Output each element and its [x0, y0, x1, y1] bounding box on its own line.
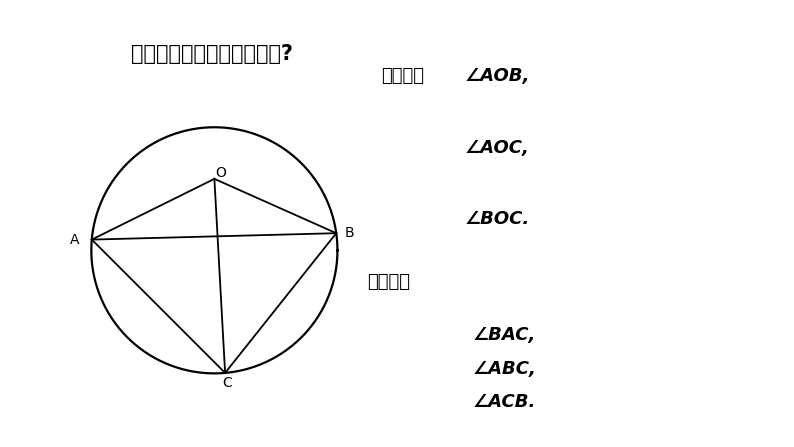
Text: ∠BAC,: ∠BAC, [472, 326, 536, 344]
Text: 圆周角：: 圆周角： [368, 273, 410, 291]
Text: O: O [215, 165, 226, 180]
Text: 指出图中的圆心角和圆周角?: 指出图中的圆心角和圆周角? [131, 44, 293, 63]
Text: ∠ABC,: ∠ABC, [472, 360, 536, 378]
Text: C: C [222, 376, 233, 390]
Text: ∠ACB.: ∠ACB. [472, 393, 536, 411]
Text: ∠BOC.: ∠BOC. [464, 210, 530, 228]
Text: B: B [344, 226, 354, 240]
Text: ∠AOC,: ∠AOC, [464, 139, 530, 156]
Text: ∠AOB,: ∠AOB, [464, 67, 530, 85]
Text: A: A [70, 232, 79, 247]
Text: 圆心角：: 圆心角： [381, 67, 424, 85]
